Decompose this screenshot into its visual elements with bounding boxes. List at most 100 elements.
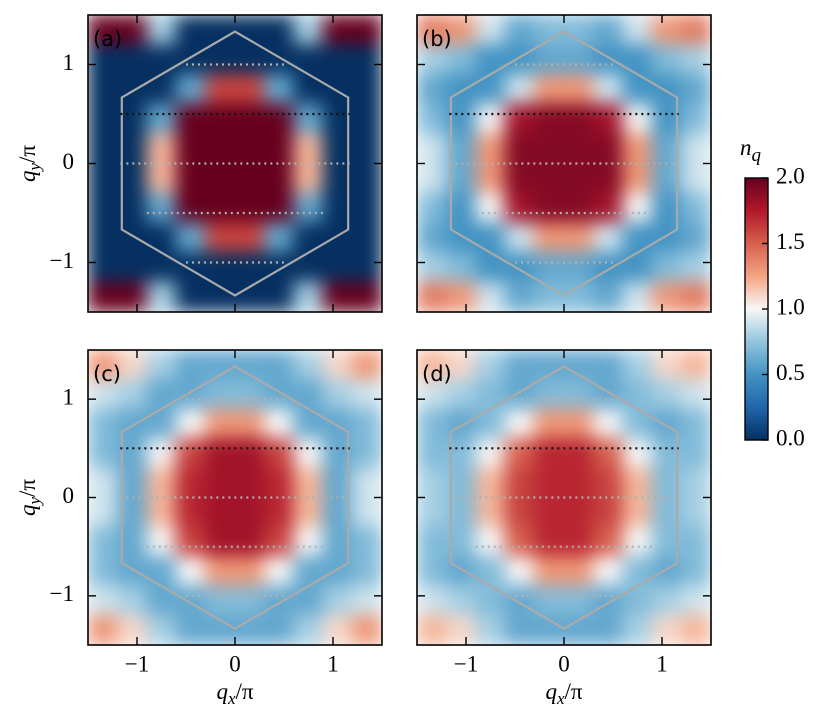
cell	[175, 252, 207, 283]
cell	[322, 350, 354, 380]
label-rest: /π	[15, 479, 40, 497]
cell	[205, 497, 236, 528]
cell	[293, 163, 324, 194]
cell	[592, 526, 624, 557]
colorbar-tick-label: 2.0	[776, 163, 805, 188]
cell	[592, 252, 624, 283]
brillouin-zone	[449, 365, 679, 630]
cell	[563, 44, 594, 75]
label-sub: x	[227, 689, 236, 708]
cell	[563, 585, 594, 616]
cell	[88, 192, 118, 224]
cell	[475, 133, 506, 164]
cell	[622, 73, 653, 105]
panel	[417, 15, 711, 312]
x-tick-label: −1	[454, 651, 478, 676]
cell	[146, 438, 177, 469]
cell	[475, 585, 506, 616]
cell	[475, 44, 506, 75]
cell	[88, 408, 118, 439]
cell	[475, 526, 506, 557]
cell	[475, 73, 506, 105]
cell	[175, 222, 207, 254]
cell	[622, 585, 653, 616]
panel	[88, 350, 382, 645]
x-axis-label: qx/π	[216, 679, 253, 708]
cell	[681, 192, 711, 224]
cell	[88, 252, 118, 283]
cell	[175, 467, 207, 498]
cell	[352, 103, 382, 135]
cell	[352, 556, 382, 587]
cell	[681, 585, 711, 616]
cell	[352, 222, 382, 254]
cell	[681, 44, 711, 75]
cell	[146, 133, 177, 164]
cell	[622, 252, 653, 283]
cell	[293, 133, 324, 164]
cell	[534, 585, 565, 616]
cell	[504, 526, 536, 557]
cell	[592, 408, 624, 439]
cell	[681, 497, 711, 528]
cell	[352, 15, 382, 46]
cell	[563, 438, 594, 469]
cell	[475, 15, 506, 46]
cell	[175, 379, 207, 410]
cell	[352, 585, 382, 616]
cell	[263, 408, 295, 439]
cell	[622, 222, 653, 254]
cell	[293, 497, 324, 528]
cell	[293, 526, 324, 557]
heatmap	[88, 350, 382, 645]
cell	[651, 379, 683, 410]
cell	[592, 192, 624, 224]
cell	[146, 281, 177, 312]
cell	[504, 379, 536, 410]
cell	[445, 15, 477, 46]
heatmap	[417, 350, 711, 645]
cell	[622, 15, 653, 46]
cell	[592, 556, 624, 587]
cell	[234, 438, 265, 469]
cell	[681, 556, 711, 587]
cell	[146, 103, 177, 135]
cell	[504, 497, 536, 528]
y-tick-label: 0	[63, 483, 75, 508]
cell	[293, 350, 324, 380]
cell	[263, 103, 295, 135]
cell	[234, 526, 265, 557]
cell	[146, 252, 177, 283]
cell	[651, 615, 683, 645]
label-sub: q	[752, 145, 762, 166]
cell	[534, 133, 565, 164]
cell	[592, 133, 624, 164]
cell	[534, 73, 565, 105]
cell	[534, 408, 565, 439]
cell	[534, 163, 565, 194]
cell	[234, 222, 265, 254]
cell	[504, 467, 536, 498]
cell	[234, 497, 265, 528]
cell	[504, 44, 536, 75]
cell	[205, 379, 236, 410]
cell	[681, 281, 711, 312]
label-base: q	[216, 679, 228, 704]
cell	[116, 615, 148, 645]
cell	[88, 73, 118, 105]
cell	[417, 103, 447, 135]
cell	[534, 556, 565, 587]
cell	[592, 281, 624, 312]
cell	[175, 192, 207, 224]
cell	[293, 281, 324, 312]
cell	[175, 44, 207, 75]
cell	[417, 192, 447, 224]
cell	[681, 350, 711, 380]
cell	[534, 252, 565, 283]
y-axis-label: qy/π	[15, 145, 44, 182]
cell	[175, 585, 207, 616]
cell	[534, 526, 565, 557]
cell	[417, 163, 447, 194]
cell	[622, 438, 653, 469]
cell	[234, 252, 265, 283]
